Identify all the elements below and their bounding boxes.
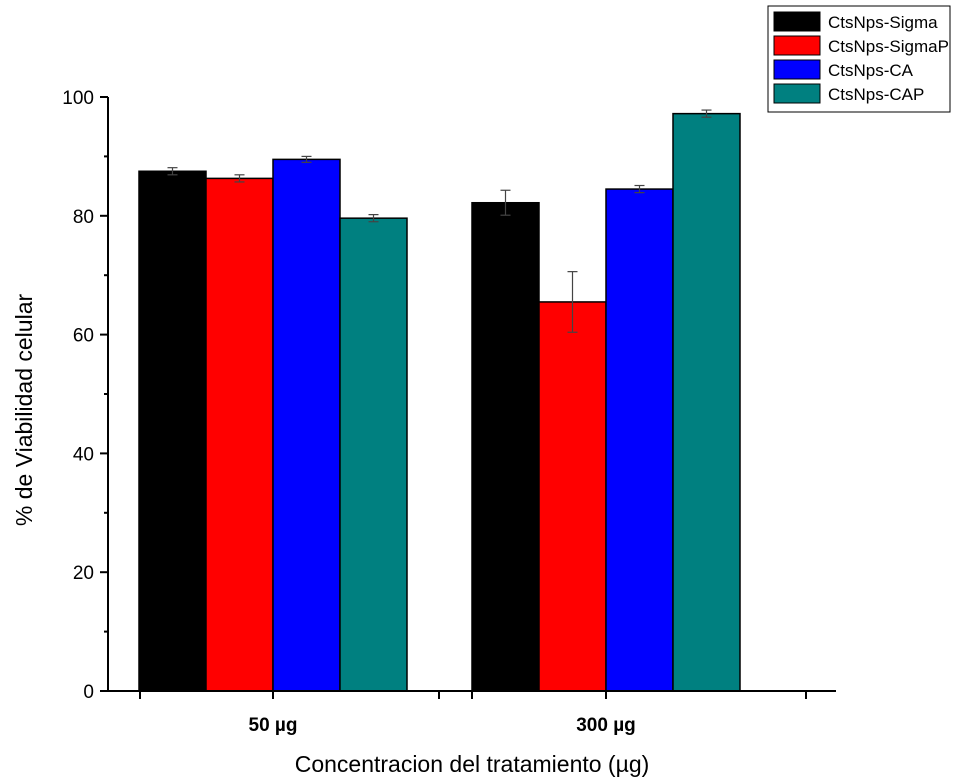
y-tick-label: 60 bbox=[73, 326, 94, 347]
x-ticks: 50 µg 300 µg bbox=[139, 691, 807, 736]
x-axis-title: Concentracion del tratamiento (µg) bbox=[295, 751, 650, 777]
y-tick-label: 20 bbox=[73, 563, 94, 584]
legend-label: CtsNps-SigmaP bbox=[828, 37, 949, 56]
y-tick-label: 40 bbox=[73, 444, 94, 465]
error-bars-layer bbox=[167, 109, 712, 333]
bar-ctsnps-sigmap-0 bbox=[205, 177, 274, 692]
y-axis-title: % de Viabilidad celular bbox=[11, 294, 37, 527]
bar-ctsnps-ca-1 bbox=[605, 188, 674, 692]
legend-swatch bbox=[773, 83, 821, 104]
y-tick-label: 0 bbox=[83, 682, 94, 703]
bar-ctsnps-sigma-1 bbox=[471, 201, 540, 692]
legend: CtsNps-Sigma CtsNps-SigmaP CtsNps-CA CtsNps… bbox=[767, 5, 951, 113]
bar-ctsnps-ca-0 bbox=[272, 158, 341, 692]
bar-ctsnps-cap-1 bbox=[672, 112, 741, 692]
legend-label: CtsNps-CAP bbox=[828, 85, 924, 104]
x-tick-label: 300 µg bbox=[576, 715, 636, 736]
y-tick-label: 100 bbox=[62, 88, 94, 109]
legend-swatch bbox=[773, 11, 821, 32]
y-tick-label: 80 bbox=[73, 207, 94, 228]
bar-ctsnps-sigma-0 bbox=[138, 170, 207, 692]
legend-label: CtsNps-Sigma bbox=[828, 13, 938, 32]
bars-layer bbox=[138, 112, 741, 692]
legend-swatch bbox=[773, 59, 821, 80]
legend-swatch bbox=[773, 35, 821, 56]
x-tick-label: 50 µg bbox=[249, 715, 298, 736]
legend-label: CtsNps-CA bbox=[828, 61, 914, 80]
bar-ctsnps-sigmap-1 bbox=[538, 301, 607, 692]
y-ticks: 0 20 40 60 80 100 bbox=[62, 88, 108, 703]
bar-ctsnps-cap-0 bbox=[339, 217, 408, 692]
